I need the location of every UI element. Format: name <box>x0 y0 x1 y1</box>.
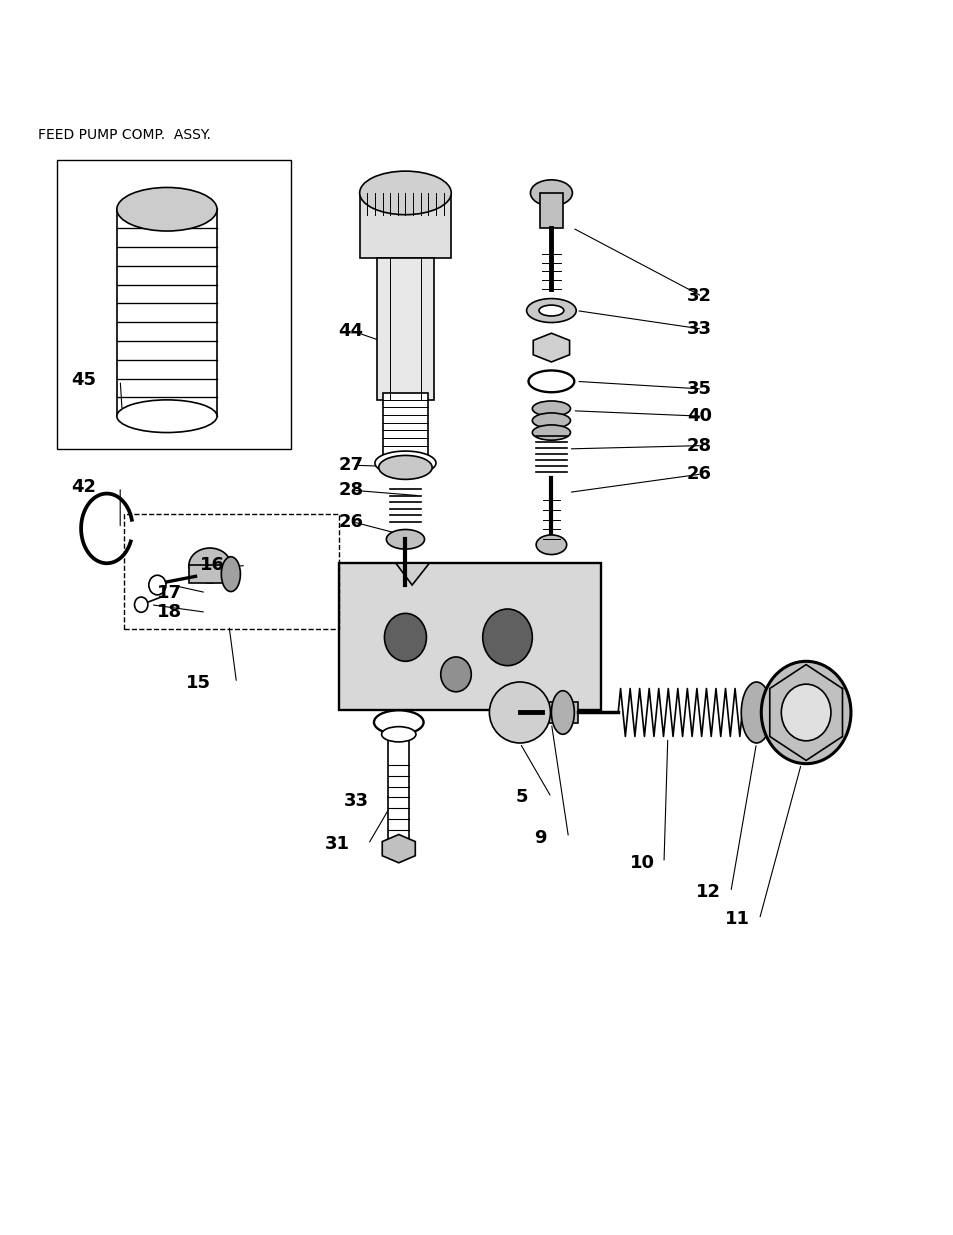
Bar <box>359 195 451 258</box>
Ellipse shape <box>536 535 566 555</box>
Circle shape <box>149 576 166 595</box>
Ellipse shape <box>781 684 830 741</box>
Ellipse shape <box>375 451 436 475</box>
Ellipse shape <box>378 456 432 479</box>
Ellipse shape <box>551 690 574 735</box>
Text: 17: 17 <box>157 584 182 601</box>
Text: 26: 26 <box>686 464 711 483</box>
Text: 28: 28 <box>338 482 363 499</box>
Bar <box>338 563 600 710</box>
Text: 18: 18 <box>157 603 182 621</box>
Circle shape <box>482 609 532 666</box>
Text: 16: 16 <box>200 557 225 574</box>
Ellipse shape <box>221 557 240 592</box>
Text: PAGE 126 — DCA-25SSI2 — PARTS AND OPERATION  MANUAL— FINAL COPY  (06/29/01): PAGE 126 — DCA-25SSI2 — PARTS AND OPERAT… <box>139 1203 814 1218</box>
Text: FEED PUMP COMP.  ASSY.: FEED PUMP COMP. ASSY. <box>38 127 211 142</box>
Circle shape <box>134 597 148 613</box>
Ellipse shape <box>740 682 771 743</box>
Ellipse shape <box>532 425 570 440</box>
Text: 32: 32 <box>686 288 711 305</box>
Ellipse shape <box>116 400 216 432</box>
Text: 33: 33 <box>343 792 368 810</box>
Ellipse shape <box>381 726 416 742</box>
Text: ISUZU C240 --- FEED PUMP COMP. ASSY.: ISUZU C240 --- FEED PUMP COMP. ASSY. <box>197 27 756 52</box>
Bar <box>57 161 291 448</box>
Bar <box>189 566 231 583</box>
Text: 40: 40 <box>686 408 711 425</box>
Ellipse shape <box>538 305 563 316</box>
Ellipse shape <box>532 412 570 429</box>
Text: 9: 9 <box>534 829 546 847</box>
Text: 10: 10 <box>629 853 654 872</box>
Bar <box>124 514 338 629</box>
Bar <box>376 258 434 400</box>
Text: 33: 33 <box>686 320 711 338</box>
Circle shape <box>440 657 471 692</box>
Text: 5: 5 <box>515 788 527 806</box>
Text: 44: 44 <box>338 322 363 341</box>
Ellipse shape <box>359 172 451 215</box>
Text: 12: 12 <box>696 883 720 902</box>
Bar <box>541 701 578 724</box>
Text: 15: 15 <box>186 674 211 692</box>
Ellipse shape <box>386 530 424 550</box>
Polygon shape <box>382 835 415 863</box>
Ellipse shape <box>189 548 231 583</box>
Text: 27: 27 <box>338 456 363 474</box>
Ellipse shape <box>116 188 216 231</box>
Polygon shape <box>395 563 429 585</box>
Ellipse shape <box>374 710 423 735</box>
Ellipse shape <box>528 370 574 393</box>
Text: 28: 28 <box>686 437 711 454</box>
Ellipse shape <box>526 299 576 322</box>
Circle shape <box>384 614 426 661</box>
Bar <box>539 193 562 227</box>
Bar <box>382 393 428 467</box>
Text: 31: 31 <box>324 835 349 853</box>
Ellipse shape <box>530 180 572 206</box>
Text: 35: 35 <box>686 380 711 398</box>
Bar <box>388 740 409 846</box>
Polygon shape <box>533 333 569 362</box>
Text: 42: 42 <box>71 478 96 496</box>
Text: 45: 45 <box>71 372 96 389</box>
Ellipse shape <box>760 661 850 763</box>
Text: 11: 11 <box>724 910 749 929</box>
Ellipse shape <box>532 401 570 416</box>
Text: 26: 26 <box>338 513 363 531</box>
Ellipse shape <box>489 682 550 743</box>
